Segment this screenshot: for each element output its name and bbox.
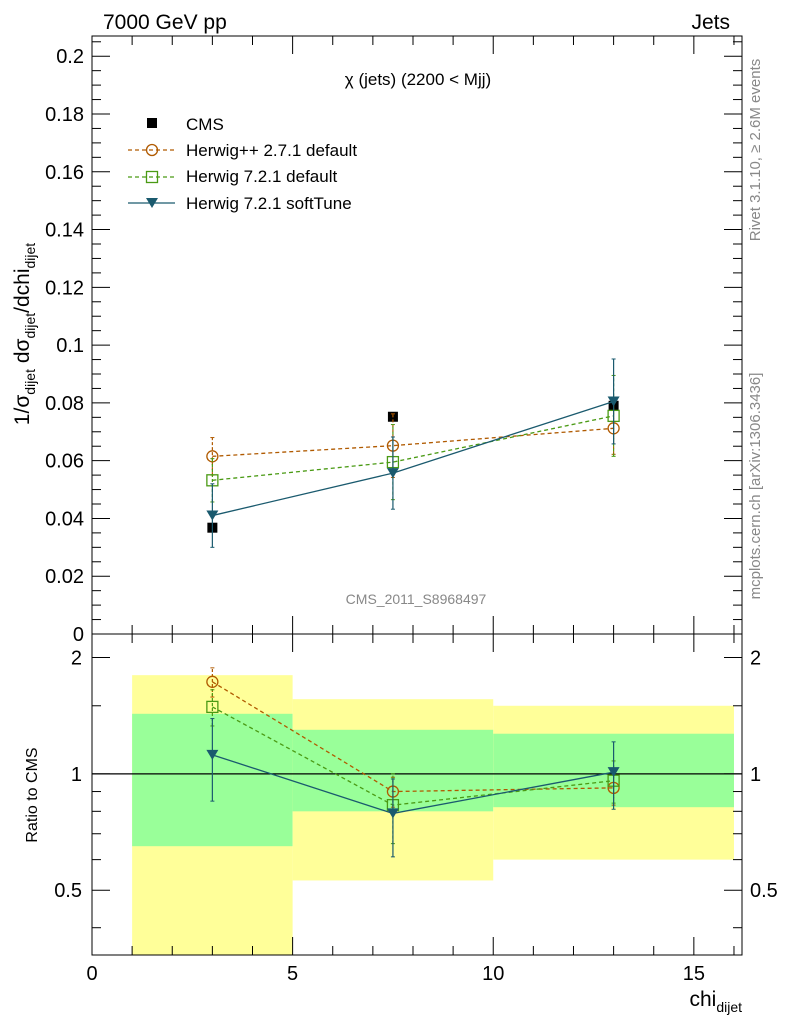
y-tick-label: 0.18 xyxy=(45,104,84,126)
marker-square-0 xyxy=(206,700,219,714)
legend-label-softtune: Herwig 7.2.1 softTune xyxy=(186,194,352,213)
marker-triangle-1 xyxy=(386,808,399,819)
legend-label-herwig7: Herwig 7.2.1 default xyxy=(186,167,337,186)
legend-marker-cms xyxy=(147,118,157,128)
main-plot: 00.020.040.060.080.10.120.140.160.180.2 … xyxy=(45,35,743,646)
marker-circle-0 xyxy=(206,675,219,688)
legend-label-herwigpp: Herwig++ 2.7.1 default xyxy=(186,141,357,160)
ratio-series xyxy=(206,667,620,858)
legend: CMS Herwig++ 2.7.1 default Herwig 7.2.1 … xyxy=(128,115,357,213)
ratio-y-axis-label: Ratio to CMS xyxy=(24,747,41,842)
legend-marker-herwig7 xyxy=(145,170,159,184)
legend-marker-herwigpp xyxy=(145,143,159,157)
rivet-label: Rivet 3.1.10, ≥ 2.6M events xyxy=(747,59,764,242)
x-tick-label: 10 xyxy=(482,963,504,985)
y-tick-label: 0.16 xyxy=(45,162,84,184)
x-tick-label: 5 xyxy=(287,963,298,985)
y-tick-label: 0.04 xyxy=(45,508,84,530)
y-tick-label: 0.12 xyxy=(45,277,84,299)
ratio-tick-label-right: 2 xyxy=(750,647,761,669)
legend-marker-softtune xyxy=(146,198,158,208)
main-series-2-line xyxy=(212,400,614,517)
watermark: CMS_2011_S8968497 xyxy=(346,591,487,607)
y-tick-label: 0 xyxy=(73,624,84,646)
ratio-y-axis: 0.5 0.5 1 1 2 2 xyxy=(54,647,778,929)
ratio-tick-label: 1 xyxy=(71,764,82,786)
marker-triangle-1 xyxy=(386,468,399,479)
ratio-plot: 0.5 0.5 1 1 2 2 xyxy=(54,633,778,956)
marker-triangle-0 xyxy=(206,749,219,760)
header-right: Jets xyxy=(691,11,730,34)
marker-triangle-2 xyxy=(607,396,620,407)
y-tick-label: 0.14 xyxy=(45,220,84,242)
marker-triangle-0 xyxy=(206,510,219,521)
main-series xyxy=(206,358,620,548)
header-left: 7000 GeV pp xyxy=(103,11,227,34)
ratio-frame xyxy=(91,633,743,956)
x-axis: 0 5 10 15 xyxy=(86,36,735,985)
main-series-1-line xyxy=(212,415,614,481)
y-tick-label: 0.06 xyxy=(45,451,84,473)
plot-title: χ (jets) (2200 < Mjj) xyxy=(345,70,491,89)
x-axis-label: chidijet xyxy=(689,988,742,1015)
ratio-tick-label-right: 0.5 xyxy=(750,880,778,902)
y-axis-label: 1/σdijet dσdijet/dchidijet xyxy=(11,243,38,425)
y-tick-label: 0.1 xyxy=(56,335,84,357)
x-tick-label: 0 xyxy=(86,963,97,985)
ratio-tick-label-right: 1 xyxy=(750,764,761,786)
y-tick-label: 0.02 xyxy=(45,566,84,588)
ratio-tick-label: 2 xyxy=(71,647,82,669)
x-tick-label: 15 xyxy=(683,963,705,985)
mcplots-label: mcplots.cern.ch [arXiv:1306.3436] xyxy=(747,373,764,600)
y-tick-label: 0.2 xyxy=(56,46,84,68)
main-y-axis: 0 0.02 0.04 0.06 0.08 0.1 0.12 0.14 0.16 0.18 0.2 xyxy=(45,41,742,646)
legend-label-cms: CMS xyxy=(186,115,224,134)
marker-triangle-2 xyxy=(607,767,620,778)
main-series-0-line xyxy=(212,427,614,457)
ratio-uncertainty-bands xyxy=(132,675,734,955)
y-tick-label: 0.08 xyxy=(45,393,84,415)
ratio-tick-label: 0.5 xyxy=(54,880,82,902)
